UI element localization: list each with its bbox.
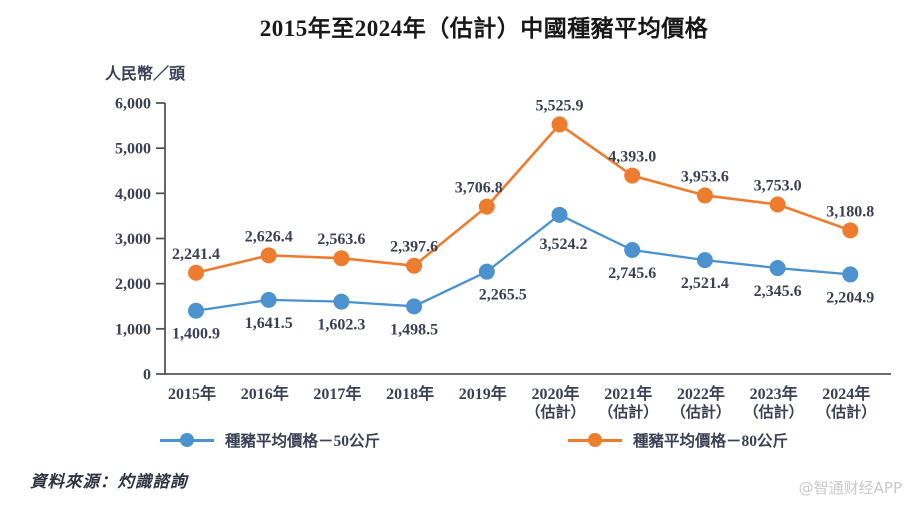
- data-point-marker: [551, 206, 568, 223]
- series-50kg: 1,400.9 1,641.5 1,602.3 1,498.5 2,265.5 3,524…: [172, 206, 874, 343]
- data-point-marker: [333, 250, 350, 267]
- data-point-marker: [624, 241, 641, 258]
- data-point-marker: [406, 257, 423, 274]
- data-point-marker: [551, 116, 568, 133]
- data-point-marker: [188, 264, 204, 281]
- x-tick-label: 2023年: [750, 384, 798, 403]
- axes: 0 1,000 2,000 3,000 4,000 5,000 6,000: [115, 96, 891, 384]
- data-point-label: 4,393.0: [608, 149, 656, 166]
- x-tick-sublabel: （估計）: [598, 403, 658, 421]
- y-tick-label: 3,000: [115, 231, 151, 248]
- data-point-label: 3,180.8: [826, 203, 874, 220]
- legend-marker-blue-icon: [160, 433, 214, 447]
- x-tick-label: 2019年: [459, 384, 507, 403]
- data-point-marker: [333, 293, 350, 310]
- data-point-label: 2,626.4: [245, 228, 293, 245]
- data-point-marker: [188, 302, 204, 319]
- data-point-label: 2,397.6: [390, 239, 438, 256]
- watermark: @智通财经APP: [798, 479, 902, 497]
- y-tick-label: 1,000: [115, 321, 151, 338]
- y-tick-label: 2,000: [115, 276, 151, 293]
- x-tick-label: 2024年: [822, 384, 870, 403]
- data-point-label: 2,265.5: [479, 287, 527, 304]
- data-point-marker: [696, 252, 713, 269]
- data-point-marker: [624, 167, 641, 184]
- x-tick-label: 2015年: [168, 384, 216, 403]
- data-point-label: 2,563.6: [317, 231, 365, 248]
- data-point-marker: [769, 196, 786, 213]
- legend-item-50kg: 種豬平均價格－50公斤: [160, 429, 380, 451]
- x-tick-sublabel: （估計）: [525, 403, 585, 421]
- x-tick-label: 2021年: [604, 384, 652, 403]
- y-tick-label: 6,000: [115, 96, 151, 113]
- legend-item-80kg: 種豬平均價格－80公斤: [568, 429, 788, 451]
- x-axis-labels: 2015年 2016年 2017年 2018年 2019年 2020年（估計）2021年（…: [168, 384, 876, 421]
- chart-legend: 種豬平均價格－50公斤 種豬平均價格－80公斤: [0, 429, 910, 451]
- data-point-marker: [478, 263, 495, 280]
- data-point-marker: [696, 187, 713, 204]
- x-tick-label: 2016年: [241, 384, 289, 403]
- data-point-label: 3,953.6: [681, 168, 729, 185]
- data-point-marker: [478, 198, 495, 215]
- data-point-marker: [260, 247, 277, 264]
- data-point-label: 3,524.2: [540, 236, 588, 253]
- data-point-label: 1,602.3: [317, 317, 365, 334]
- data-point-label: 2,521.4: [681, 275, 729, 292]
- y-axis-unit-label: 人民幣／頭: [105, 66, 186, 83]
- x-tick-label: 2018年: [386, 384, 434, 403]
- y-tick-label: 5,000: [115, 141, 151, 158]
- x-tick-label: 2017年: [313, 384, 361, 403]
- data-point-marker: [769, 260, 786, 277]
- data-point-marker: [842, 222, 859, 239]
- y-tick-label: 4,000: [115, 186, 151, 203]
- data-point-label: 2,745.6: [608, 265, 656, 282]
- data-point-label: 2,204.9: [826, 289, 874, 306]
- data-point-label: 3,706.8: [455, 180, 503, 197]
- data-point-marker: [260, 291, 277, 308]
- x-tick-sublabel: （估計）: [816, 403, 876, 421]
- data-point-marker: [842, 266, 859, 283]
- data-point-label: 2,345.6: [754, 283, 802, 300]
- legend-label-80kg: 種豬平均價格－80公斤: [633, 433, 789, 450]
- legend-marker-orange-icon: [568, 433, 622, 447]
- data-point-label: 1,498.5: [390, 321, 438, 338]
- data-point-label: 3,753.0: [754, 177, 802, 194]
- chart-title: 2015年至2024年（估計）中國種豬平均價格: [259, 16, 709, 41]
- series-80kg: 2,241.4 2,626.4 2,563.6 2,397.6 3,706.8 5,525…: [172, 97, 874, 281]
- x-tick-sublabel: （估計）: [744, 403, 804, 421]
- y-tick-label: 0: [143, 367, 151, 384]
- source-note: 資料來源：灼識諮詢: [30, 472, 188, 491]
- legend-label-50kg: 種豬平均價格－50公斤: [225, 433, 381, 450]
- x-tick-label: 2022年: [677, 384, 725, 403]
- data-point-label: 5,525.9: [536, 97, 584, 114]
- data-point-label: 1,400.9: [172, 326, 220, 343]
- x-tick-sublabel: （估計）: [671, 403, 731, 421]
- data-point-label: 2,241.4: [172, 246, 220, 263]
- x-tick-label: 2020年: [531, 384, 579, 403]
- data-point-marker: [406, 298, 423, 315]
- data-point-label: 1,641.5: [245, 315, 293, 332]
